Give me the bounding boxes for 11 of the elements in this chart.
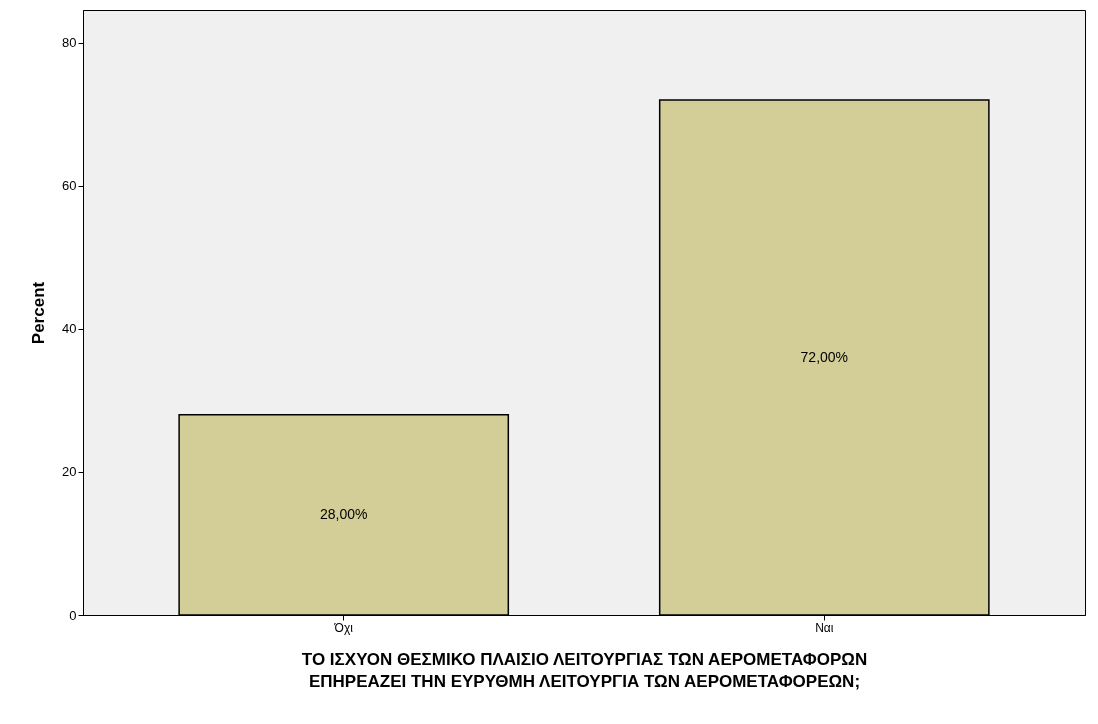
- y-tick-label: 60: [62, 178, 77, 194]
- y-axis-title: Percent: [29, 281, 49, 345]
- data-label: 72,00%: [800, 348, 849, 365]
- x-axis-title: ΤΟ ΙΣΧΥΟΝ ΘΕΣΜΙΚΟ ΠΛΑΙΣΙΟ ΛΕΙΤΟΥΡΓΙΑΣ ΤΩΝ ΑΕΡΟΜΕΤΑΦΟΡΩΝ ΕΠΗΡΕΑΖΕΙ ΤΗΝ ΕΥΡΥΘΜΗ ΛΕΙΤΟΥΡΓΙΑ ΤΩΝ ΑΕΡΟΜΕΤΑΦΟΡΕΩΝ;: [301, 649, 868, 691]
- y-tick-label: 80: [62, 35, 77, 51]
- y-tick-label: 0: [69, 607, 77, 623]
- x-tick-label: Ναι: [815, 620, 834, 635]
- data-label: 28,00%: [319, 505, 368, 522]
- y-tick-label: 40: [62, 321, 77, 337]
- x-tick-label: Όχι: [333, 620, 354, 635]
- y-tick-label: 20: [62, 464, 77, 480]
